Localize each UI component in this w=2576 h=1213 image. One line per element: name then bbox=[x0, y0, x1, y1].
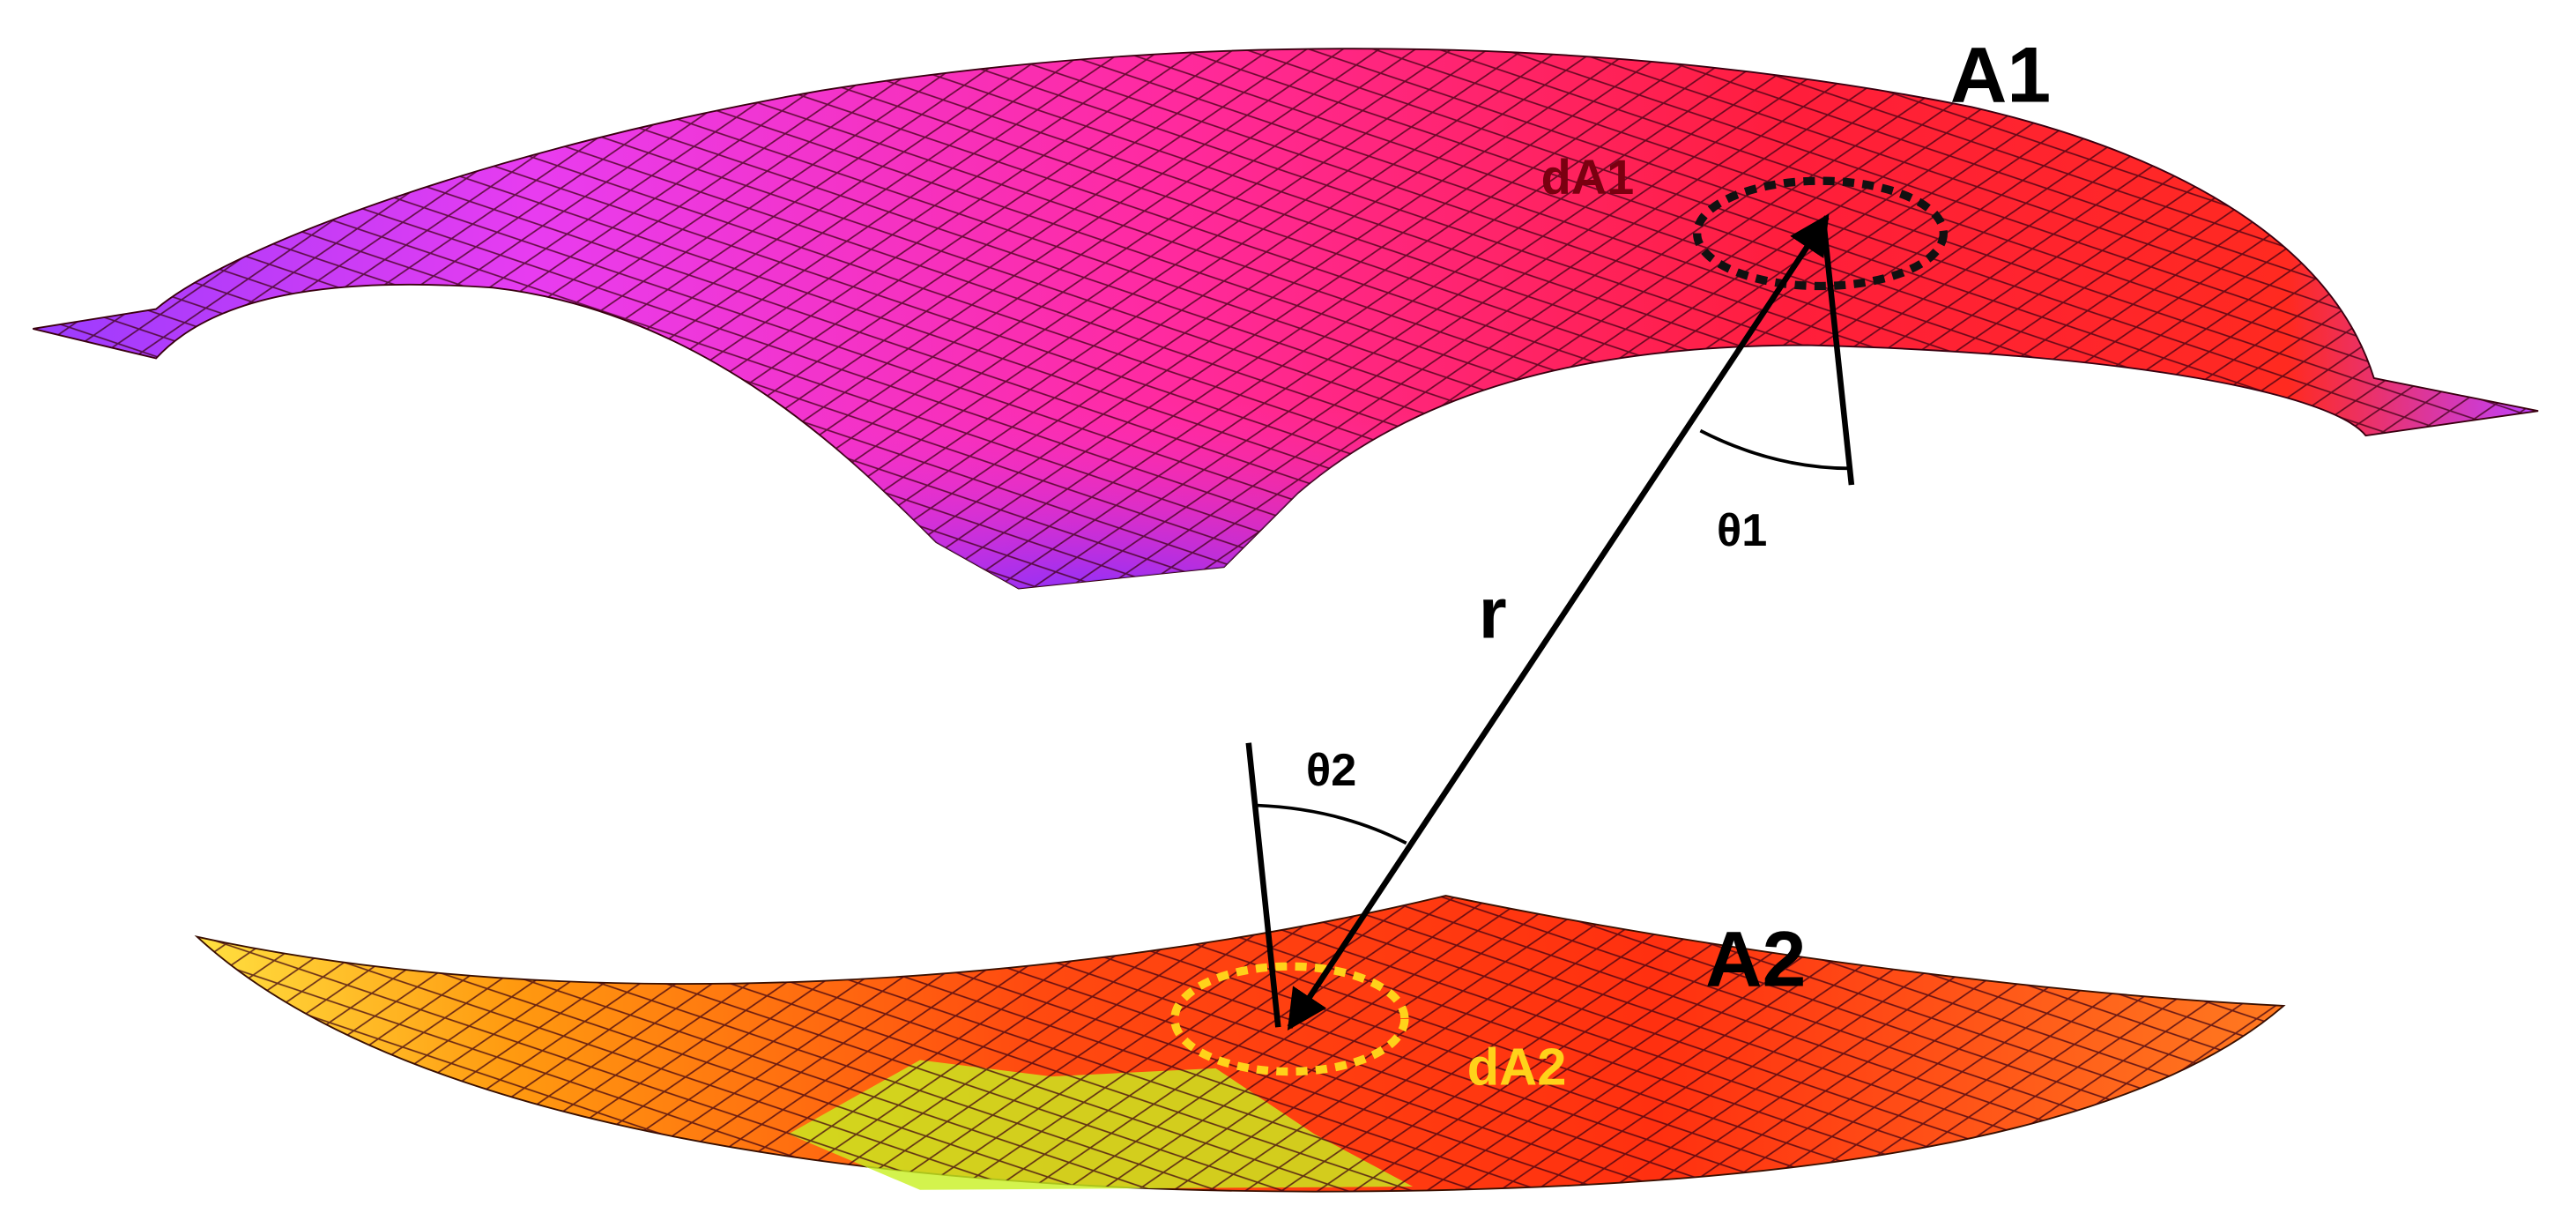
angle-arc-1 bbox=[1699, 428, 1852, 471]
label-theta1: θ1 bbox=[1717, 505, 1767, 556]
surface-a2 bbox=[194, 895, 2286, 1193]
label-da1: dA1 bbox=[1541, 149, 1635, 205]
label-theta2: θ2 bbox=[1306, 745, 1356, 796]
surface-a1 bbox=[33, 48, 2539, 590]
distance-line bbox=[1287, 213, 1830, 1031]
label-r: r bbox=[1479, 573, 1507, 653]
geometry-lines bbox=[1245, 213, 1855, 1031]
label-a1: A1 bbox=[1950, 31, 2051, 119]
label-a2: A2 bbox=[1705, 915, 1806, 1003]
normal-1 bbox=[1820, 221, 1855, 486]
normal-2 bbox=[1245, 742, 1281, 1028]
angle-arc-2 bbox=[1257, 803, 1407, 845]
label-da2: dA2 bbox=[1467, 1037, 1567, 1096]
